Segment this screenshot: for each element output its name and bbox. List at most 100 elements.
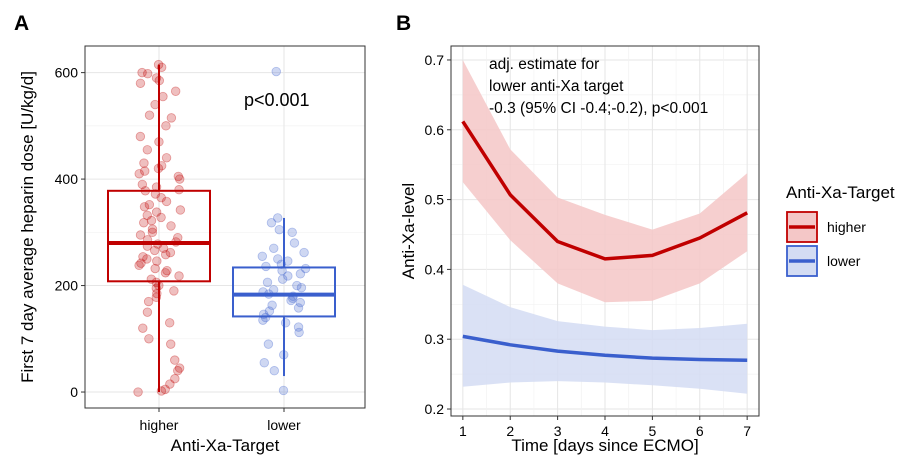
data-point-lower — [274, 224, 285, 235]
panel-a-frame — [84, 45, 366, 409]
data-point-lower — [295, 269, 306, 279]
data-point-higher — [165, 247, 176, 258]
panel-b-ci-bands — [462, 60, 748, 394]
ci-band-higher — [462, 60, 748, 303]
data-point-lower — [260, 312, 271, 323]
data-point-lower — [271, 66, 281, 77]
data-point-lower — [267, 300, 277, 310]
y-tick-label: 0.2 — [425, 401, 445, 417]
data-point-lower — [287, 227, 297, 238]
data-point-higher — [166, 221, 176, 231]
legend-label-higher: higher — [827, 219, 866, 235]
data-point-higher — [150, 189, 161, 199]
panel-a-y-axis-label: First 7 day average heparin dose [U/kg/d… — [18, 71, 37, 383]
data-point-higher — [174, 174, 185, 184]
panel-a: A 0 200 400 600 higher lower p<0.001 Anti-Xa… — [14, 12, 366, 455]
data-point-higher — [170, 86, 181, 96]
x-tick-label: 5 — [648, 423, 656, 439]
data-point-higher — [137, 67, 147, 78]
data-point-lower — [277, 274, 288, 284]
data-point-lower — [289, 238, 300, 248]
annotation-line-2: lower anti-Xa target — [489, 78, 624, 95]
data-point-higher — [161, 121, 171, 131]
data-point-lower — [261, 261, 271, 272]
data-point-higher — [150, 263, 160, 274]
panel-a-p-value: p<0.001 — [244, 90, 310, 110]
data-point-lower — [292, 280, 302, 291]
x-tick-label: lower — [267, 417, 301, 433]
data-point-higher — [160, 384, 170, 395]
data-point-lower — [269, 243, 279, 253]
data-point-higher — [142, 145, 153, 155]
x-tick-label: 1 — [459, 423, 467, 439]
data-point-higher — [165, 379, 175, 389]
data-point-higher — [136, 258, 146, 268]
data-point-higher — [161, 249, 171, 260]
data-point-higher — [134, 260, 144, 271]
data-point-higher — [142, 307, 153, 317]
x-tick-label: 7 — [743, 423, 751, 439]
y-tick-label: 0 — [70, 384, 78, 400]
data-point-higher — [140, 166, 150, 176]
y-tick-label: 0.6 — [425, 122, 445, 138]
x-tick-label: 2 — [506, 423, 514, 439]
data-point-higher — [143, 296, 154, 307]
panel-b-lines — [461, 120, 749, 362]
panel-label-a: A — [14, 12, 29, 35]
data-point-higher — [146, 215, 157, 226]
data-point-lower — [294, 327, 304, 338]
series-line-higher — [461, 120, 749, 261]
data-point-higher — [175, 205, 186, 215]
panel-a-x-ticks: higher lower — [140, 408, 301, 433]
data-point-lower — [259, 358, 269, 368]
data-point-higher — [156, 212, 166, 223]
data-point-higher — [139, 202, 150, 212]
panel-b: B 0.2 0.3 0.4 0.5 0.6 0.7 1 2 3 4 5 6 7 adj. estima… — [396, 12, 760, 455]
data-point-lower — [296, 282, 307, 293]
annotation-line-1: adj. estimate for — [489, 56, 599, 73]
data-point-lower — [299, 247, 309, 258]
y-tick-label: 0.3 — [425, 331, 445, 347]
data-point-higher — [143, 68, 153, 79]
data-point-lower — [293, 303, 304, 313]
x-tick-label: 6 — [696, 423, 704, 439]
data-point-lower — [293, 322, 304, 332]
data-point-higher — [161, 153, 172, 163]
data-point-higher — [144, 110, 155, 120]
legend-label-lower: lower — [827, 253, 861, 269]
data-point-higher — [142, 254, 152, 264]
data-point-higher — [166, 339, 176, 349]
data-point-lower — [257, 251, 268, 261]
y-tick-label: 400 — [55, 171, 79, 187]
data-point-higher — [174, 185, 184, 195]
data-point-lower — [273, 254, 283, 264]
data-point-higher — [170, 374, 180, 384]
data-point-lower — [264, 306, 275, 316]
x-tick-label: 3 — [554, 423, 562, 439]
data-point-higher — [139, 158, 149, 168]
panel-b-y-ticks: 0.2 0.3 0.4 0.5 0.6 0.7 — [425, 52, 451, 417]
panel-label-b: B — [396, 12, 411, 35]
data-point-higher — [169, 286, 179, 296]
y-tick-label: 0.4 — [425, 261, 445, 277]
data-point-higher — [174, 271, 184, 281]
data-point-higher — [166, 113, 177, 123]
panel-a-x-axis-label: Anti-Xa-Target — [171, 436, 280, 455]
data-point-higher — [144, 199, 155, 210]
data-point-higher — [138, 323, 148, 333]
legend: Anti-Xa-Target higher lower — [786, 183, 895, 277]
data-point-higher — [139, 218, 149, 228]
series-line-lower — [462, 334, 748, 362]
data-point-lower — [295, 297, 305, 308]
data-point-higher — [152, 256, 162, 266]
box-lower — [232, 266, 336, 318]
data-point-higher — [174, 363, 185, 373]
data-point-lower — [278, 385, 289, 396]
data-point-higher — [160, 268, 171, 278]
data-point-higher — [142, 210, 152, 220]
legend-title: Anti-Xa-Target — [786, 183, 895, 202]
panel-b-y-axis-label: Anti-Xa-level — [399, 183, 418, 279]
data-point-higher — [147, 227, 158, 238]
annotation-line-3: -0.3 (95% CI -0.4;-0.2), p<0.001 — [489, 100, 708, 117]
